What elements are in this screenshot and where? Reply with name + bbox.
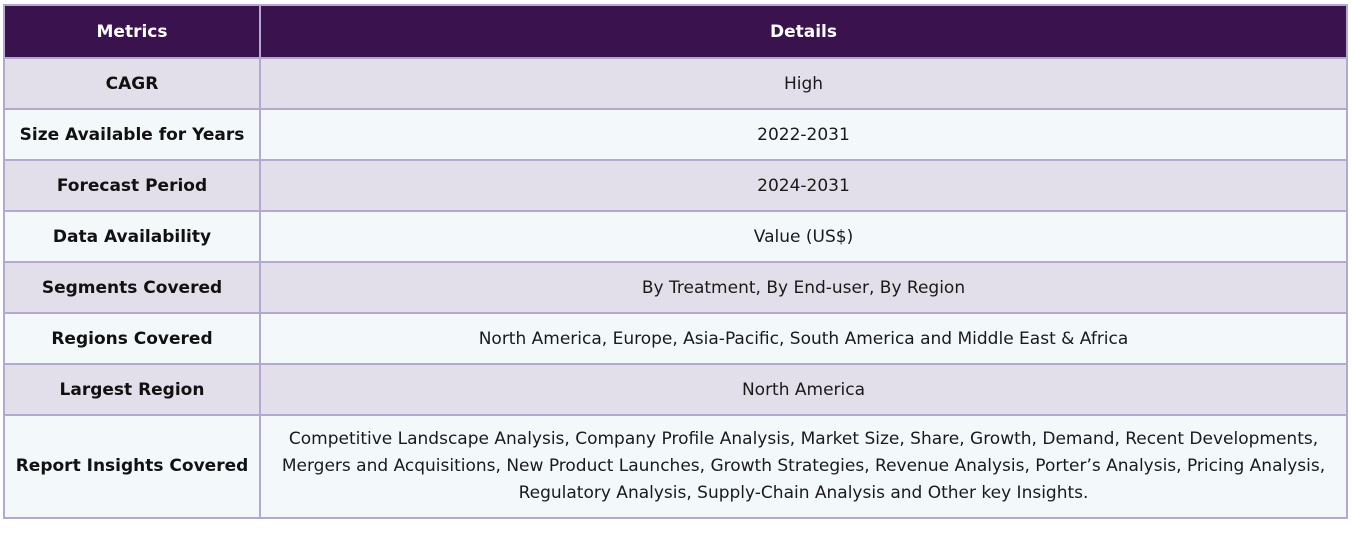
- metric-cell: Segments Covered: [3, 261, 261, 314]
- header-metrics: Metrics: [3, 4, 261, 59]
- metric-cell: Regions Covered: [3, 312, 261, 365]
- table-row: Report Insights Covered Competitive Land…: [3, 414, 1348, 519]
- detail-cell: High: [259, 57, 1348, 110]
- detail-cell: 2022-2031: [259, 108, 1348, 161]
- table-header-row: Metrics Details: [3, 4, 1348, 59]
- detail-cell: By Treatment, By End-user, By Region: [259, 261, 1348, 314]
- metric-cell: Largest Region: [3, 363, 261, 416]
- table-row: Forecast Period 2024-2031: [3, 159, 1348, 212]
- metrics-table-container: Metrics Details CAGR High Size Available…: [3, 4, 1348, 519]
- metric-cell: Size Available for Years: [3, 108, 261, 161]
- table-row: Regions Covered North America, Europe, A…: [3, 312, 1348, 365]
- detail-cell: North America: [259, 363, 1348, 416]
- table-row: CAGR High: [3, 57, 1348, 110]
- table-row: Size Available for Years 2022-2031: [3, 108, 1348, 161]
- metrics-table: Metrics Details CAGR High Size Available…: [3, 4, 1348, 519]
- detail-cell: 2024-2031: [259, 159, 1348, 212]
- metric-cell: Data Availability: [3, 210, 261, 263]
- detail-cell: North America, Europe, Asia-Pacific, Sou…: [259, 312, 1348, 365]
- table-row: Data Availability Value (US$): [3, 210, 1348, 263]
- header-details: Details: [259, 4, 1348, 59]
- detail-cell: Value (US$): [259, 210, 1348, 263]
- metric-cell: CAGR: [3, 57, 261, 110]
- metric-cell: Report Insights Covered: [3, 414, 261, 519]
- table-row: Segments Covered By Treatment, By End-us…: [3, 261, 1348, 314]
- table-row: Largest Region North America: [3, 363, 1348, 416]
- detail-cell: Competitive Landscape Analysis, Company …: [259, 414, 1348, 519]
- metric-cell: Forecast Period: [3, 159, 261, 212]
